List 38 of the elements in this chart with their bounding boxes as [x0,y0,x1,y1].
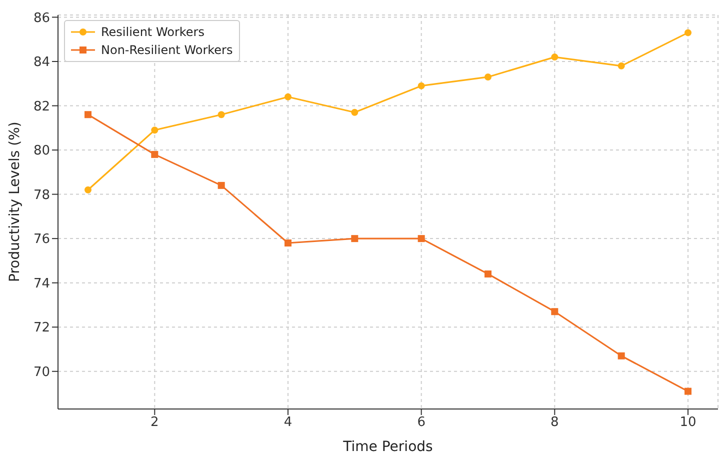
y-tick-label: 78 [33,188,50,203]
point [551,308,558,316]
point [618,62,625,70]
point [618,352,625,360]
point [351,235,358,242]
point [484,73,492,80]
y-tick-label: 80 [33,144,50,159]
point [84,111,92,118]
y-axis-title: Productivity Levels (%) [6,122,23,282]
y-tick-label: 70 [33,364,50,380]
x-tick-label: 6 [417,415,426,430]
point [551,54,558,61]
point [484,270,492,278]
point [284,93,292,100]
y-tick-label: 84 [33,55,50,70]
x-tick-label: 2 [150,415,159,430]
point [284,239,292,246]
y-tick-label: 72 [33,320,50,336]
point [218,182,225,189]
point [351,108,358,116]
x-tick-label: 4 [284,415,292,430]
point [218,111,225,118]
point [151,126,158,134]
point [84,186,92,194]
point [418,235,425,242]
y-tick-label: 86 [33,10,50,26]
point [418,82,425,90]
x-axis-title: Time Periods [342,439,433,453]
x-tick-label: 8 [550,415,559,430]
point [151,150,158,158]
legend-label: Non-Resilient Workers [101,42,233,59]
y-tick-label: 74 [33,276,50,292]
y-tick-label: 82 [33,99,50,114]
legend-label: Resilient Workers [101,24,204,41]
x-tick-label: 10 [680,415,696,430]
y-tick-label: 76 [33,232,50,248]
point [684,388,692,395]
point [684,29,692,36]
